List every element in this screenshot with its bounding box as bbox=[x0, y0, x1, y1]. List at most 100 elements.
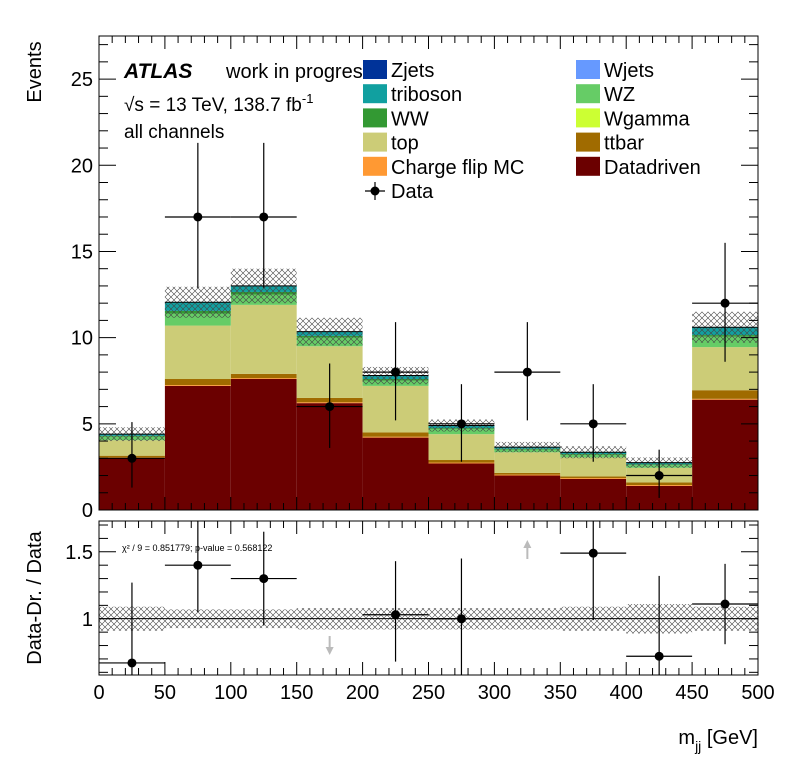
bar-charge-flip-mc-bin-1 bbox=[164, 385, 231, 386]
y-tick-label-15: 15 bbox=[71, 241, 93, 263]
bar-ttbar-bin-7 bbox=[560, 476, 627, 479]
legend-swatch-data bbox=[370, 186, 380, 196]
data-point-bin-4 bbox=[391, 367, 401, 377]
y-tick-label-10: 10 bbox=[71, 328, 93, 350]
ratio-point-bin-1 bbox=[193, 560, 203, 570]
y-tick-label-0: 0 bbox=[82, 500, 93, 522]
ratio-point-bin-0 bbox=[127, 658, 137, 668]
legend-label-top: top bbox=[391, 133, 419, 155]
legend-swatch-ww bbox=[363, 108, 387, 128]
y-tick-label-25: 25 bbox=[71, 69, 93, 91]
x-tick-label-450: 450 bbox=[675, 682, 708, 704]
ratio-y-tick-label-1: 1 bbox=[82, 609, 93, 631]
bar-charge-flip-mc-bin-4 bbox=[362, 436, 429, 438]
x-tick-label-300: 300 bbox=[478, 682, 511, 704]
x-tick-label-200: 200 bbox=[346, 682, 379, 704]
mc-stack bbox=[99, 285, 758, 510]
bar-datadriven-bin-6 bbox=[494, 475, 561, 510]
legend-label-zjets: Zjets bbox=[391, 60, 434, 82]
x-axis-label-sub: jj bbox=[694, 738, 701, 754]
data-point-bin-8 bbox=[654, 471, 664, 481]
x-axis-label-main: m bbox=[678, 727, 695, 749]
bar-ttbar-bin-9 bbox=[692, 390, 758, 399]
legend-swatch-datadriven bbox=[576, 156, 600, 176]
bar-top-bin-1 bbox=[164, 325, 231, 380]
y-axis-label-events: Events bbox=[24, 41, 46, 102]
data-point-bin-7 bbox=[588, 419, 598, 429]
x-tick-label-0: 0 bbox=[93, 682, 104, 704]
ratio-arrow-down-head bbox=[325, 647, 334, 655]
legend-label-wz: WZ bbox=[604, 84, 635, 106]
legend-label-datadriven: Datadriven bbox=[604, 157, 701, 179]
ratio-y-tick-label-1.5: 1.5 bbox=[65, 542, 93, 564]
ratio-arrow-up-head bbox=[523, 540, 532, 548]
bar-ttbar-bin-1 bbox=[164, 379, 231, 386]
legend-swatch-charge-flip-mc bbox=[363, 156, 387, 176]
bar-charge-flip-mc-bin-2 bbox=[230, 378, 297, 380]
main-panel: 0 5 10 15 20 25 ATLAS work in progress √s = 1… bbox=[71, 35, 759, 522]
legend-label-data: Data bbox=[391, 181, 434, 203]
legend-label-charge-flip-mc: Charge flip MC bbox=[391, 157, 524, 179]
legend-swatch-ttbar bbox=[576, 132, 600, 152]
legend-label-ww: WW bbox=[391, 108, 429, 130]
bar-top-bin-6 bbox=[494, 452, 561, 473]
legend-label-ttbar: ttbar bbox=[604, 133, 644, 155]
ratio-point-bin-8 bbox=[654, 651, 664, 661]
legend-swatch-wgamma bbox=[576, 108, 600, 128]
bar-datadriven-bin-2 bbox=[230, 379, 297, 510]
ratio-points bbox=[99, 521, 758, 675]
energy-text: √s = 13 TeV, 138.7 fb bbox=[124, 95, 302, 116]
x-tick-label-350: 350 bbox=[544, 682, 577, 704]
bar-datadriven-bin-9 bbox=[692, 399, 758, 510]
x-tick-label-100: 100 bbox=[214, 682, 247, 704]
legend-swatch-wz bbox=[576, 84, 600, 104]
bar-datadriven-bin-5 bbox=[428, 463, 495, 510]
ratio-point-bin-2 bbox=[259, 574, 269, 584]
x-tick-label-250: 250 bbox=[412, 682, 445, 704]
ratio-point-bin-9 bbox=[720, 599, 730, 609]
data-points bbox=[99, 142, 758, 498]
data-point-bin-0 bbox=[127, 453, 137, 463]
x-axis-label: mjj [GeV] bbox=[678, 727, 758, 754]
energy-superscript: -1 bbox=[302, 91, 314, 106]
legend-label-triboson: triboson bbox=[391, 84, 462, 106]
x-tick-label-400: 400 bbox=[610, 682, 643, 704]
bar-charge-flip-mc-bin-7 bbox=[560, 478, 627, 479]
energy-label: √s = 13 TeV, 138.7 fb-1 bbox=[124, 91, 313, 116]
y-axis-label-ratio: Data-Dr. / Data bbox=[24, 530, 46, 664]
data-point-bin-1 bbox=[193, 212, 203, 222]
ratio-panel: 0 50 100 150 200 250 300 350 400 450 500 1 1.5 χ² / … bbox=[65, 520, 775, 704]
ratio-point-bin-4 bbox=[391, 610, 401, 620]
channels-label: all channels bbox=[124, 122, 224, 143]
data-point-bin-5 bbox=[456, 419, 466, 429]
main-panel-axes: 0 5 10 15 20 25 bbox=[71, 36, 759, 522]
bar-datadriven-bin-7 bbox=[560, 478, 627, 510]
ratio-point-bin-5 bbox=[456, 614, 466, 624]
bar-charge-flip-mc-bin-9 bbox=[692, 398, 758, 400]
data-point-bin-9 bbox=[720, 298, 730, 308]
bar-datadriven-bin-1 bbox=[164, 385, 231, 510]
legend-swatch-triboson bbox=[363, 84, 387, 104]
bar-datadriven-bin-4 bbox=[362, 437, 429, 510]
data-point-bin-2 bbox=[259, 212, 269, 222]
x-tick-label-150: 150 bbox=[280, 682, 313, 704]
legend-swatch-zjets bbox=[363, 60, 387, 79]
atlas-label: ATLAS bbox=[123, 60, 192, 83]
bar-ttbar-bin-4 bbox=[362, 432, 429, 437]
legend-label-wjets: Wjets bbox=[604, 60, 654, 82]
x-axis-label-unit: [GeV] bbox=[701, 727, 758, 749]
bar-charge-flip-mc-bin-6 bbox=[494, 474, 561, 476]
bar-top-bin-7 bbox=[560, 457, 627, 477]
y-tick-label-5: 5 bbox=[82, 414, 93, 436]
legend-swatch-wjets bbox=[576, 60, 600, 79]
ratio-point-bin-7 bbox=[588, 548, 598, 558]
work-in-progress-label: work in progress bbox=[225, 61, 373, 83]
bar-top-bin-2 bbox=[230, 304, 297, 374]
bar-charge-flip-mc-bin-5 bbox=[428, 462, 495, 464]
bar-ttbar-bin-6 bbox=[494, 472, 561, 475]
y-tick-label-20: 20 bbox=[71, 155, 93, 177]
legend-label-wgamma: Wgamma bbox=[604, 108, 690, 130]
x-tick-label-50: 50 bbox=[154, 682, 176, 704]
